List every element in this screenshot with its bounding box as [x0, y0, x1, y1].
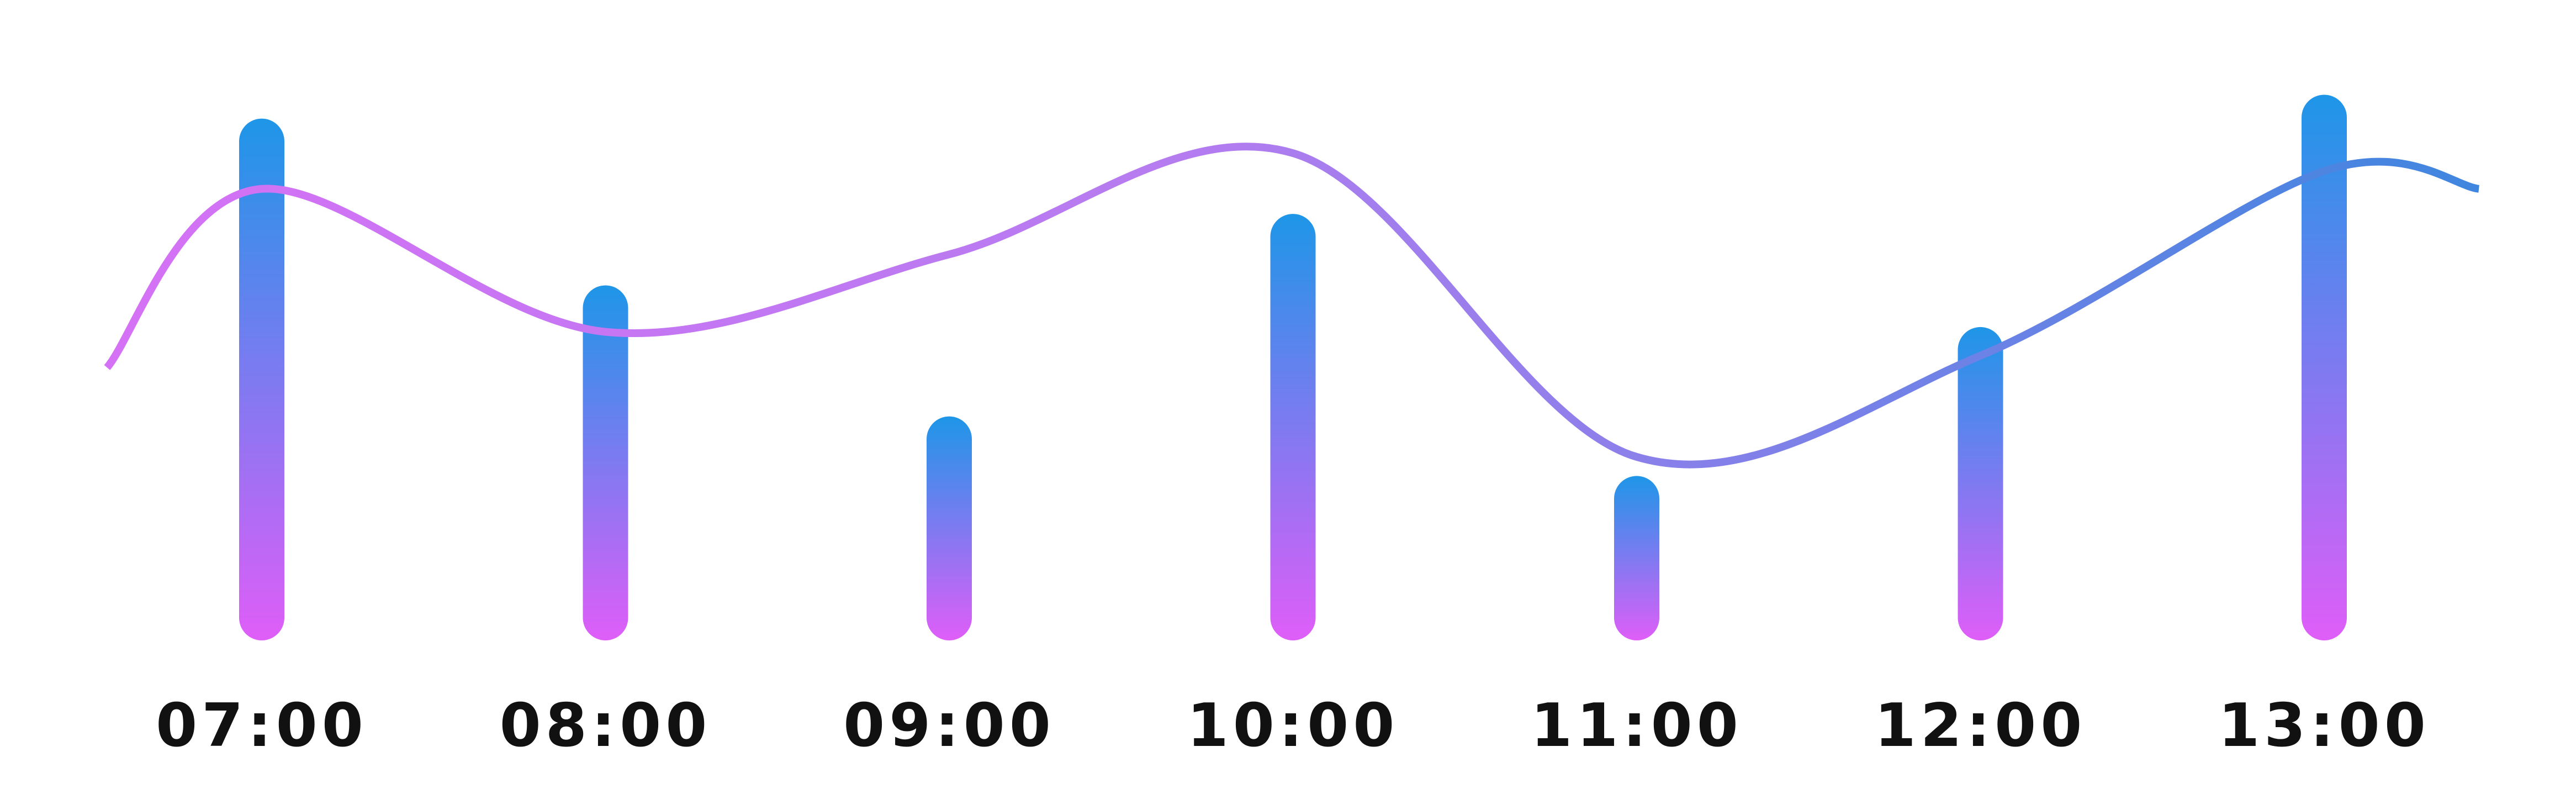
trend-line-layer [104, 143, 2480, 469]
tick-label-1300: 13:00 [2218, 691, 2430, 760]
bar-1200 [1958, 327, 2003, 640]
bar-1300 [2302, 94, 2347, 641]
bar-0700 [239, 118, 284, 641]
bar-0900 [927, 416, 972, 640]
bar-0800 [583, 285, 628, 640]
trend-line [104, 143, 2480, 469]
bar-1100 [1614, 476, 1659, 640]
bar-1000 [1270, 214, 1316, 641]
tick-label-0900: 09:00 [843, 691, 1055, 760]
x-axis-tick-labels: 07:00 08:00 09:00 10:00 11:00 12:00 13:00 [156, 691, 2430, 760]
bars [239, 94, 2347, 641]
tick-label-1000: 10:00 [1187, 691, 1399, 760]
tick-label-0700: 07:00 [156, 691, 368, 760]
tick-label-0800: 08:00 [500, 691, 712, 760]
tick-label-1100: 11:00 [1531, 691, 1743, 760]
tick-label-1200: 12:00 [1875, 691, 2087, 760]
